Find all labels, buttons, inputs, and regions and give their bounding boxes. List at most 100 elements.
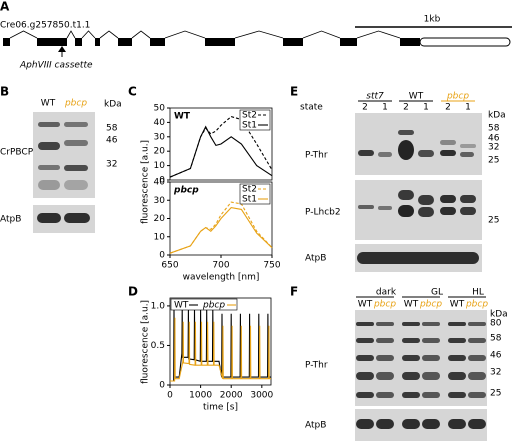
x-tick-label: 650 [161,261,178,271]
marker-label: 25 [490,389,501,399]
y-tick-label: 40 [154,178,166,188]
exon [400,38,420,46]
band [64,213,90,223]
marker-label: 46 [106,136,118,146]
x-tick-label: 3000 [250,391,273,401]
unit-label: kDa [488,111,506,121]
band [448,355,466,361]
state-value: 2 [445,103,451,113]
blot-label: AtpB [305,421,326,431]
utr [419,37,511,47]
y-tick-label: 0 [159,176,165,186]
band [422,355,440,361]
marker-label: 32 [490,368,501,378]
state-value: 1 [382,103,388,113]
y-tick-label: 10 [154,161,166,171]
exon [3,38,10,46]
band [418,207,434,217]
intron [164,30,206,39]
legend-label: pbcp [202,301,225,311]
y-tick-label: 0 [159,381,165,391]
group-label: WT [409,92,424,102]
marker-label: 25 [488,216,499,226]
band [356,372,374,380]
band [356,338,374,343]
band [440,207,456,215]
state-label: state [300,103,323,113]
band [460,152,474,157]
series-line [169,207,273,254]
band [448,392,466,398]
band [440,150,456,156]
band [64,140,88,146]
marker-label: 46 [490,351,502,361]
band [358,205,374,209]
band [38,142,60,150]
band [402,338,420,343]
lane-label: pbcp [419,300,442,310]
band [422,372,440,380]
band [64,122,88,127]
plot-frame [169,297,272,386]
band [402,372,420,380]
band [38,122,60,127]
band [418,195,434,205]
y-tick-label: 10 [154,232,166,242]
group-label: pbcp [446,92,469,102]
plot-frame [169,107,273,181]
blot [355,310,487,406]
arrow-head [58,46,66,52]
band [448,338,466,343]
band [376,355,394,361]
intron [131,30,151,39]
band [64,180,88,190]
band [468,322,486,326]
band [460,144,476,148]
band [398,190,414,200]
y-tick-label: 20 [154,147,166,157]
blot-label: AtpB [305,254,326,264]
intron [66,30,76,39]
panel-letter: C [128,85,137,99]
band [358,150,374,156]
series-line [170,317,271,382]
exon [283,38,303,46]
lane-label: WT [41,99,56,109]
band [468,372,486,380]
blot [355,113,482,175]
lane-label: pbcp [64,99,87,109]
marker-label: 80 [490,319,502,329]
gene-name: Cre06.g257850.t1.1 [0,21,90,31]
exon [118,38,132,46]
y-axis-label: fluorescence [a.u.] [141,300,151,384]
band [468,419,486,429]
y-tick-label: 30 [154,132,166,142]
band [468,338,486,343]
panel-letter: B [0,85,9,99]
band [448,372,466,380]
band [378,152,392,157]
band [402,419,420,429]
state-value: 2 [362,103,368,113]
band [376,392,394,398]
band [398,205,414,217]
state-value: 1 [465,103,471,113]
state-value: 2 [403,103,409,113]
band [468,392,486,398]
legend-label: St1 [242,195,257,205]
y-tick-label: 0.5 [151,341,165,351]
legend-label: WT [174,301,189,311]
group-label: HL [472,288,484,298]
panel-letter: F [290,285,298,299]
band [440,195,456,203]
band [38,180,60,190]
band [356,322,374,326]
band [357,252,479,264]
blot-label: P-Thr [305,361,328,371]
marker-label: 46 [488,134,500,144]
scale-label: 1kb [424,15,441,25]
lane-label: WT [450,300,465,310]
group-label: stt7 [366,92,384,102]
group-label: GL [431,288,443,298]
x-tick-label: 2000 [220,391,243,401]
